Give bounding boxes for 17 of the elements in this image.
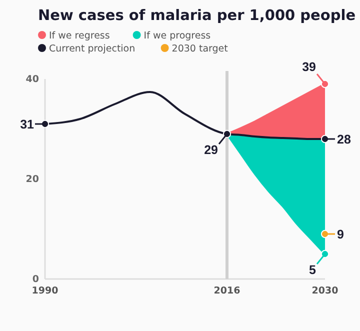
y-tick-label: 20 — [26, 174, 40, 186]
chart-title: New cases of malaria per 1,000 people — [38, 8, 356, 24]
data-label: 9 — [337, 228, 344, 242]
data-label: 39 — [302, 60, 316, 74]
legend-label: If we regress — [49, 30, 110, 42]
data-label: 31 — [20, 118, 34, 132]
legend-label: If we progress — [144, 30, 211, 42]
y-tick-label: 40 — [26, 74, 40, 86]
x-tick-label: 1990 — [32, 286, 59, 297]
data-label: 28 — [337, 132, 351, 146]
data-label: 29 — [204, 143, 218, 157]
x-tick-label: 2030 — [312, 286, 339, 297]
x-tick-label: 2016 — [214, 286, 241, 297]
legend-label: 2030 target — [172, 44, 228, 54]
y-tick-label: 0 — [32, 274, 40, 286]
legend-label: Current projection — [49, 44, 136, 54]
data-label: 5 — [309, 263, 316, 277]
